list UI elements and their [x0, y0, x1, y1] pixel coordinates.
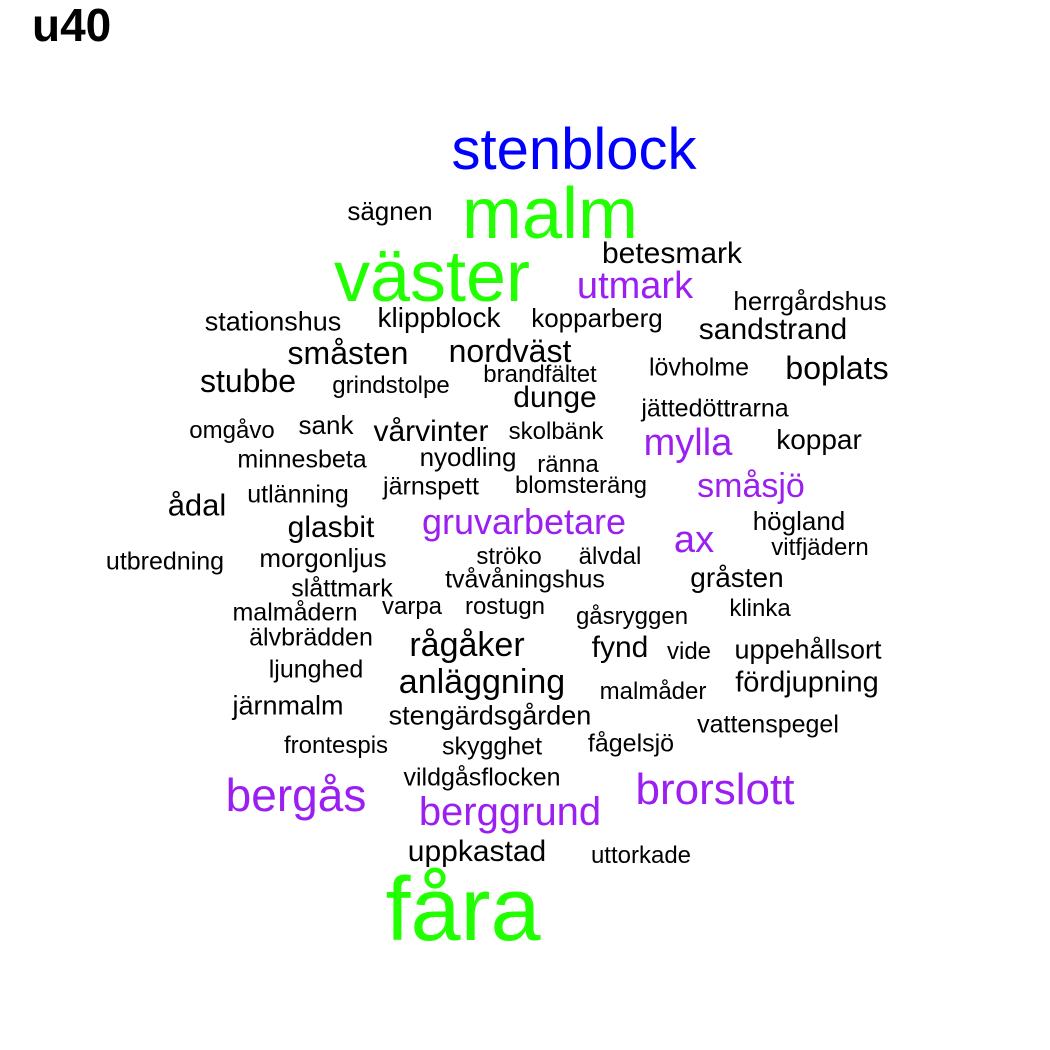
cloud-word: klinka — [729, 595, 791, 622]
cloud-word: uttorkade — [590, 842, 692, 869]
cloud-word: småsten — [287, 335, 409, 371]
cloud-word: rågåker — [409, 626, 525, 664]
cloud-word: blomsteräng — [514, 472, 648, 499]
cloud-word: ränna — [537, 451, 599, 478]
cloud-word: stubbe — [199, 363, 297, 399]
cloud-word: skolbänk — [508, 418, 604, 445]
cloud-word: betesmark — [601, 237, 743, 270]
cloud-word: herrgårdshus — [733, 286, 887, 316]
cloud-word: skygghet — [441, 732, 543, 761]
cloud-word: småsjö — [697, 467, 805, 505]
chart-title: u40 — [32, 0, 112, 51]
cloud-word: gåsryggen — [575, 603, 689, 630]
cloud-word: väster — [333, 237, 531, 317]
cloud-word: minnesbeta — [237, 445, 367, 474]
cloud-word: omgåvo — [189, 417, 275, 444]
cloud-word: vitfjädern — [771, 534, 869, 561]
cloud-word: gruvarbetare — [421, 501, 627, 542]
cloud-word: varpa — [381, 593, 443, 620]
cloud-word: högland — [752, 506, 846, 536]
cloud-word: stengärdsgården — [388, 700, 592, 731]
cloud-word: boplats — [785, 350, 889, 386]
cloud-word: malmåder — [599, 678, 707, 705]
cloud-word: uppkastad — [407, 835, 547, 868]
cloud-word: brorslott — [635, 765, 795, 814]
cloud-word: utlänning — [247, 480, 349, 509]
cloud-word: älvbrädden — [249, 623, 373, 652]
cloud-word: utmark — [576, 265, 694, 307]
cloud-word: nordväst — [448, 333, 572, 369]
cloud-word: klippblock — [377, 302, 501, 333]
cloud-word: ax — [673, 519, 715, 561]
cloud-word: lövholme — [648, 353, 750, 382]
cloud-word: fördjupning — [735, 666, 879, 699]
cloud-word: vide — [666, 638, 712, 665]
cloud-word: dunge — [513, 381, 597, 414]
cloud-word: frontespis — [283, 732, 389, 759]
cloud-word: bergås — [225, 769, 367, 821]
cloud-word: grindstolpe — [332, 372, 450, 399]
cloud-word: ådal — [167, 487, 227, 523]
cloud-word: järnmalm — [232, 690, 344, 721]
cloud-word: vildgåsflocken — [403, 763, 561, 792]
cloud-word: morgonljus — [259, 543, 387, 573]
cloud-word: tvåvåningshus — [445, 565, 605, 594]
cloud-word: vattenspegel — [697, 710, 839, 739]
cloud-word: jättedöttrarna — [641, 394, 789, 423]
cloud-word: slåttmark — [291, 574, 393, 603]
cloud-word: fynd — [591, 631, 649, 664]
cloud-word: sank — [298, 410, 354, 440]
cloud-word: sägnen — [347, 196, 433, 226]
cloud-word: stenblock — [451, 117, 697, 182]
cloud-word: berggrund — [418, 790, 602, 834]
cloud-word: rostugn — [464, 593, 546, 620]
cloud-word: järnspett — [383, 472, 479, 501]
cloud-word: nyodling — [419, 442, 517, 472]
cloud-word: malmådern — [232, 598, 358, 627]
cloud-word: fåra — [385, 860, 541, 960]
cloud-word: malm — [462, 174, 638, 254]
cloud-word: stationshus — [204, 306, 342, 337]
cloud-word: anläggning — [398, 663, 566, 701]
cloud-word: mylla — [643, 422, 733, 464]
cloud-word: koppar — [776, 424, 862, 455]
cloud-word: gråsten — [690, 562, 784, 593]
cloud-word: uppehållsort — [734, 634, 882, 665]
cloud-word: ljunghed — [268, 655, 364, 684]
cloud-word: ströko — [476, 543, 542, 570]
cloud-word: vårvinter — [373, 415, 489, 448]
cloud-word: sandstrand — [698, 313, 848, 346]
cloud-word: utbredning — [105, 547, 225, 576]
cloud-word: fågelsjö — [587, 729, 675, 758]
cloud-word: glasbit — [287, 511, 375, 544]
cloud-word: brandfältet — [483, 361, 597, 388]
cloud-word: kopparberg — [531, 303, 663, 333]
cloud-word: älvdal — [578, 543, 642, 570]
